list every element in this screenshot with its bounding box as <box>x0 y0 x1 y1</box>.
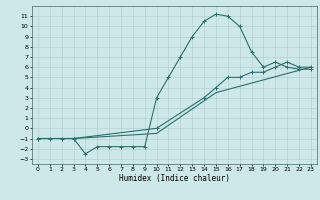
X-axis label: Humidex (Indice chaleur): Humidex (Indice chaleur) <box>119 174 230 183</box>
